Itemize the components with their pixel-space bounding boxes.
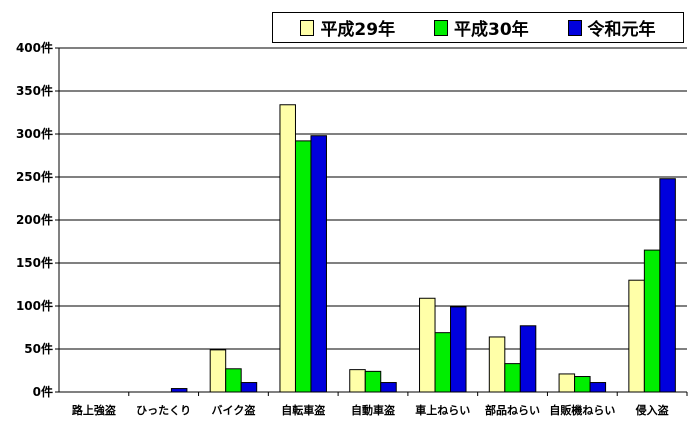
legend-item-series-2: 平成30年 bbox=[433, 15, 529, 40]
bar-1-4 bbox=[279, 104, 296, 393]
x-tick-label-2: ひったくり bbox=[136, 404, 191, 417]
bar-3-3 bbox=[240, 382, 258, 393]
x-tick-label-9: 侵入盗 bbox=[635, 403, 669, 417]
y-tick-label-1: 50件 bbox=[24, 341, 53, 356]
legend-item-series-1: 平成29年 bbox=[300, 15, 395, 40]
bar-1-5 bbox=[349, 369, 366, 393]
bar-1-6 bbox=[419, 297, 436, 393]
bar-1-7 bbox=[488, 336, 506, 393]
bar-2-7 bbox=[504, 363, 521, 393]
legend-label-series-2: 平成30年 bbox=[453, 20, 529, 40]
bar-3-5 bbox=[380, 382, 397, 393]
x-tick-label-4: 自転車盗 bbox=[281, 403, 325, 417]
bar-1-8 bbox=[558, 373, 576, 393]
x-tick-label-5: 自動車盗 bbox=[351, 403, 395, 417]
legend-swatch-series-1 bbox=[300, 19, 315, 36]
bars bbox=[170, 104, 676, 393]
x-tick-label-3: バイク盗 bbox=[212, 403, 256, 417]
bar-3-8 bbox=[589, 382, 607, 393]
y-tick-label-8: 400件 bbox=[16, 40, 53, 55]
axes bbox=[55, 47, 688, 396]
x-tick-label-1: 路上強盗 bbox=[72, 403, 116, 417]
bar-2-9 bbox=[643, 249, 661, 393]
x-tick-label-8: 自販機ねらい bbox=[549, 403, 615, 417]
bar-2-4 bbox=[294, 140, 312, 393]
bar-3-9 bbox=[659, 178, 676, 393]
bar-2-5 bbox=[364, 370, 382, 393]
x-tick-label-6: 車上ねらい bbox=[415, 403, 470, 417]
bar-3-2 bbox=[170, 388, 188, 393]
bar-2-8 bbox=[574, 376, 591, 393]
bar-3-6 bbox=[450, 306, 467, 393]
y-tick-label-2: 100件 bbox=[16, 298, 53, 313]
bar-2-6 bbox=[434, 332, 452, 393]
legend-swatch-series-2 bbox=[433, 19, 448, 36]
bar-3-4 bbox=[310, 135, 327, 393]
x-tick-labels: 路上強盗 ひったくり バイク盗 自転車盗 自動車盗 車上ねらい 部品ねらい 自販機ねらい 侵入盗 bbox=[72, 403, 669, 417]
legend-label-series-3: 令和元年 bbox=[587, 20, 656, 40]
y-tick-label-4: 200件 bbox=[16, 212, 53, 227]
bar-1-9 bbox=[628, 279, 645, 393]
legend: 平成29年 平成30年 令和元年 bbox=[272, 12, 684, 43]
legend-swatch-series-3 bbox=[567, 19, 582, 36]
y-tick-labels: 0件 50件 100件 150件 200件 250件 300件 350件 400件 bbox=[16, 40, 53, 399]
y-tick-label-3: 150件 bbox=[16, 255, 53, 270]
y-tick-label-7: 350件 bbox=[16, 83, 53, 98]
bar-3-7 bbox=[519, 325, 537, 393]
legend-item-series-3: 令和元年 bbox=[567, 15, 656, 40]
x-tick-label-7: 部品ねらい bbox=[485, 403, 540, 417]
gridlines bbox=[59, 47, 687, 350]
legend-label-series-1: 平成29年 bbox=[320, 20, 396, 40]
y-tick-label-0: 0件 bbox=[33, 384, 53, 399]
bar-2-3 bbox=[225, 368, 242, 393]
y-tick-label-6: 300件 bbox=[16, 126, 53, 141]
y-tick-label-5: 250件 bbox=[16, 169, 53, 184]
bar-1-3 bbox=[209, 349, 227, 393]
